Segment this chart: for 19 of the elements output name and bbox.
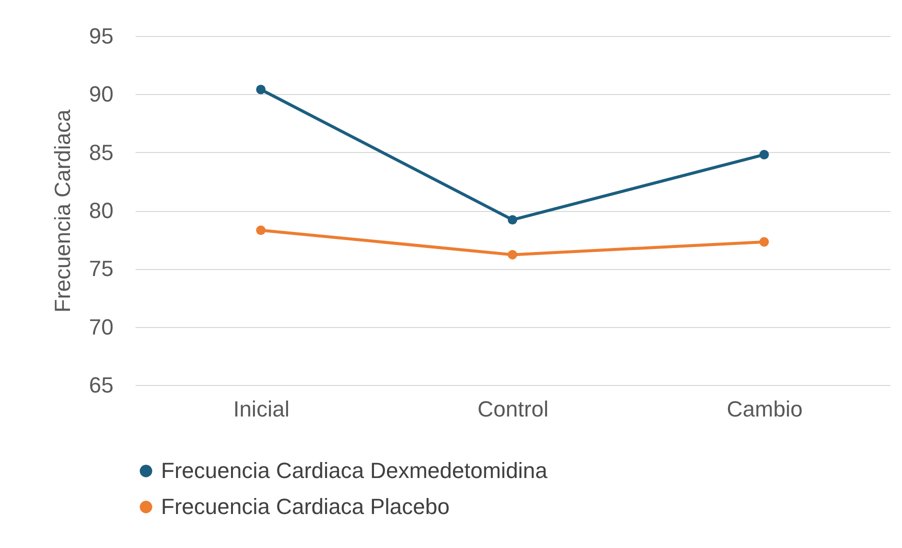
point	[256, 226, 266, 236]
y-tick-label: 85	[89, 140, 114, 165]
point	[256, 84, 266, 94]
y-tick-label: 80	[89, 198, 114, 223]
legend-label: Frecuencia Cardiaca Dexmedetomidina	[161, 458, 548, 483]
point	[508, 250, 518, 260]
y-tick-label: 90	[89, 82, 114, 107]
y-tick-label: 95	[89, 24, 114, 48]
x-tick-label: Cambio	[726, 396, 803, 422]
legend-label: Frecuencia Cardiaca Placebo	[161, 494, 450, 519]
point	[508, 215, 518, 225]
y-tick-label: 70	[89, 314, 114, 340]
point	[759, 150, 769, 160]
y-tick-label: 65	[89, 372, 114, 398]
y-tick-label: 75	[89, 256, 114, 282]
x-tick-label: Inicial	[233, 396, 290, 422]
x-tick-label: Control	[478, 396, 548, 422]
y-axis-title: Frecuencia Cardiaca	[50, 108, 76, 312]
point	[759, 237, 769, 247]
